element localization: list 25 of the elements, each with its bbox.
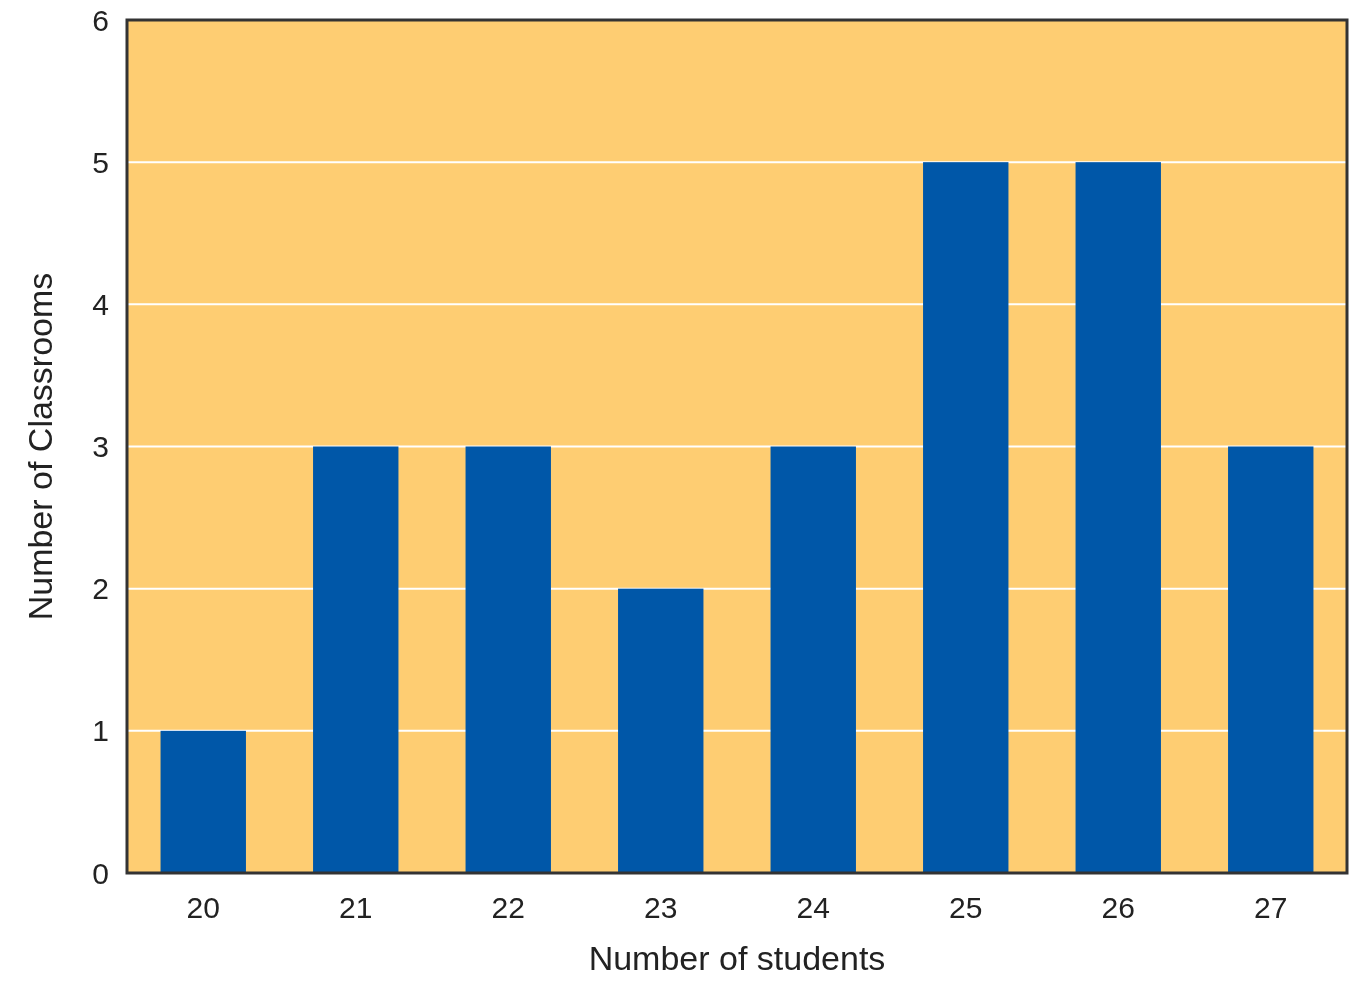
x-tick-label: 21	[339, 891, 373, 924]
bar	[1075, 162, 1161, 873]
x-tick-label: 23	[644, 891, 678, 924]
bar	[618, 588, 704, 873]
bar	[160, 730, 246, 873]
x-tick-label: 26	[1101, 891, 1135, 924]
x-axis-title: Number of students	[588, 939, 886, 977]
x-tick-label: 24	[796, 891, 830, 924]
x-tick-label: 27	[1254, 891, 1288, 924]
y-tick-label: 2	[92, 572, 109, 606]
y-tick-label: 1	[92, 714, 109, 748]
y-tick-label: 0	[92, 856, 109, 890]
x-tick-label: 20	[186, 891, 220, 924]
y-tick-label: 5	[92, 145, 109, 179]
bar	[313, 446, 399, 873]
x-tick-label: 25	[949, 891, 983, 924]
y-tick-label: 6	[92, 3, 109, 37]
y-tick-label: 4	[92, 287, 109, 321]
bar	[465, 446, 551, 873]
bar	[770, 446, 856, 873]
y-axis-title: Number of Classrooms	[21, 272, 59, 621]
x-tick-label: 22	[491, 891, 525, 924]
bar	[1228, 446, 1314, 873]
bar	[923, 162, 1009, 873]
y-tick-label: 3	[92, 430, 109, 463]
